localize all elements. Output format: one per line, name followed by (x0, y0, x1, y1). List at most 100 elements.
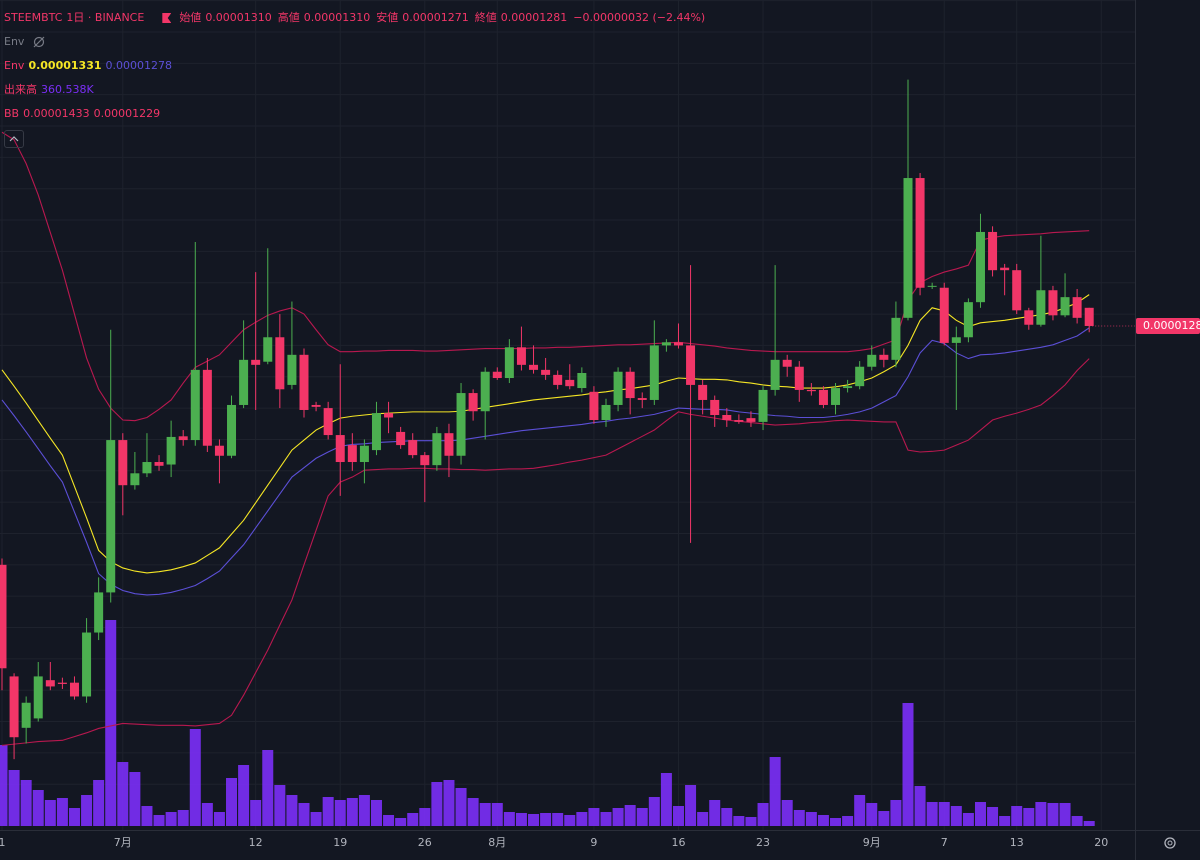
volume-bar (878, 811, 890, 826)
eye-slash (34, 36, 45, 48)
candle-body (529, 364, 539, 370)
volume-bar (757, 803, 769, 826)
candle-body (323, 408, 333, 436)
volume-bar (419, 808, 431, 826)
volume-bar (105, 620, 117, 826)
candle-body (843, 386, 853, 389)
volume-bar (624, 805, 636, 826)
visibility-toggle[interactable] (32, 35, 46, 49)
candle-body (601, 404, 611, 421)
candle-body (722, 415, 732, 421)
volume-bar (1023, 808, 1035, 826)
x-tick-label: 7月 (114, 836, 132, 849)
candle-body (396, 431, 406, 446)
candle-body (166, 436, 176, 465)
volume-bar (987, 807, 999, 826)
volume-bar (600, 812, 612, 826)
volume-bar (1083, 820, 1095, 826)
volume-bar (781, 800, 793, 826)
volume-bar (334, 800, 346, 826)
x-tick-label: 19 (333, 836, 347, 849)
volume-bar (503, 812, 515, 826)
candle-body (649, 345, 659, 400)
candle-body (589, 391, 599, 421)
volume-bar (962, 813, 974, 826)
candle-body (710, 399, 720, 415)
volume-bar (745, 817, 757, 826)
candle-body (57, 682, 67, 684)
volume-bar (1035, 802, 1047, 826)
candle-body (963, 302, 973, 338)
indicator-row: Env (4, 30, 709, 54)
volume-bar (93, 780, 105, 826)
candle-body (770, 359, 780, 390)
ohlc-value: 0.00001281 (500, 11, 568, 24)
eye-icon (34, 36, 45, 48)
candle-body (480, 371, 490, 412)
volume-bar (817, 815, 829, 826)
volume-bar (588, 808, 600, 826)
volume-bar (383, 815, 395, 826)
candle-body (698, 384, 708, 400)
candle-body (227, 404, 237, 456)
volume-bar (20, 780, 32, 826)
candle-body (311, 404, 321, 407)
settings-button[interactable] (1164, 837, 1176, 849)
collapse-button[interactable] (4, 130, 24, 148)
candle-body (1072, 297, 1082, 318)
volume-bar (999, 816, 1011, 826)
volume-bar (81, 795, 93, 826)
volume-bar (636, 808, 648, 826)
candle-body (541, 369, 551, 375)
volume-bar (479, 803, 491, 826)
candle-body (879, 354, 889, 360)
x-tick-label: 23 (756, 836, 770, 849)
price-axis-panel (1135, 0, 1200, 860)
gear-icon-center (1167, 840, 1173, 846)
candle-body (33, 676, 43, 719)
candle-body (202, 369, 212, 446)
volume-bar (733, 816, 745, 826)
x-tick-label: 7 (941, 836, 948, 849)
candle-body (891, 317, 901, 360)
volume-bar (286, 795, 298, 826)
volume-bar (1011, 806, 1023, 826)
price-change: −0.00000032 (−2.44%) (573, 11, 706, 24)
candle-body (1036, 290, 1046, 325)
volume-bar (141, 806, 153, 826)
candle-body (154, 462, 164, 466)
flag-icon (162, 13, 172, 23)
volume-bar (407, 813, 419, 826)
candle-body (251, 359, 261, 365)
indicator-line (1, 327, 1090, 596)
candle-body (1060, 297, 1070, 316)
volume-bar (854, 795, 866, 826)
candle-body (178, 436, 188, 441)
candle-body (130, 473, 140, 486)
ohlc-label: 高値 (277, 11, 300, 24)
candle-body (384, 413, 394, 418)
volume-bar (68, 808, 80, 826)
candle-body (613, 371, 623, 405)
volume-bar (322, 797, 334, 826)
x-tick-label: 9月 (863, 836, 881, 849)
candle-body (855, 366, 865, 387)
volume-bar (226, 778, 238, 826)
volume-bar (672, 806, 684, 826)
candle-body (142, 462, 152, 474)
volume-bar (926, 802, 938, 826)
volume-bar (866, 803, 878, 826)
candle-body (516, 347, 526, 365)
volume-bar (44, 800, 56, 826)
ohlc-value: 0.00001310 (205, 11, 272, 24)
candle-body (1084, 307, 1094, 326)
last-price-label: 0.00001281 (1143, 319, 1200, 332)
volume-bar (262, 750, 274, 826)
indicator-row: Env 0.00001331 0.00001278 (4, 54, 709, 78)
volume-bar (974, 802, 986, 826)
volume-bar (721, 808, 733, 826)
symbol-title: STEEMBTC (4, 11, 63, 24)
volume-bar (890, 800, 902, 826)
candle-body (347, 445, 357, 463)
volume-bar (238, 765, 250, 826)
